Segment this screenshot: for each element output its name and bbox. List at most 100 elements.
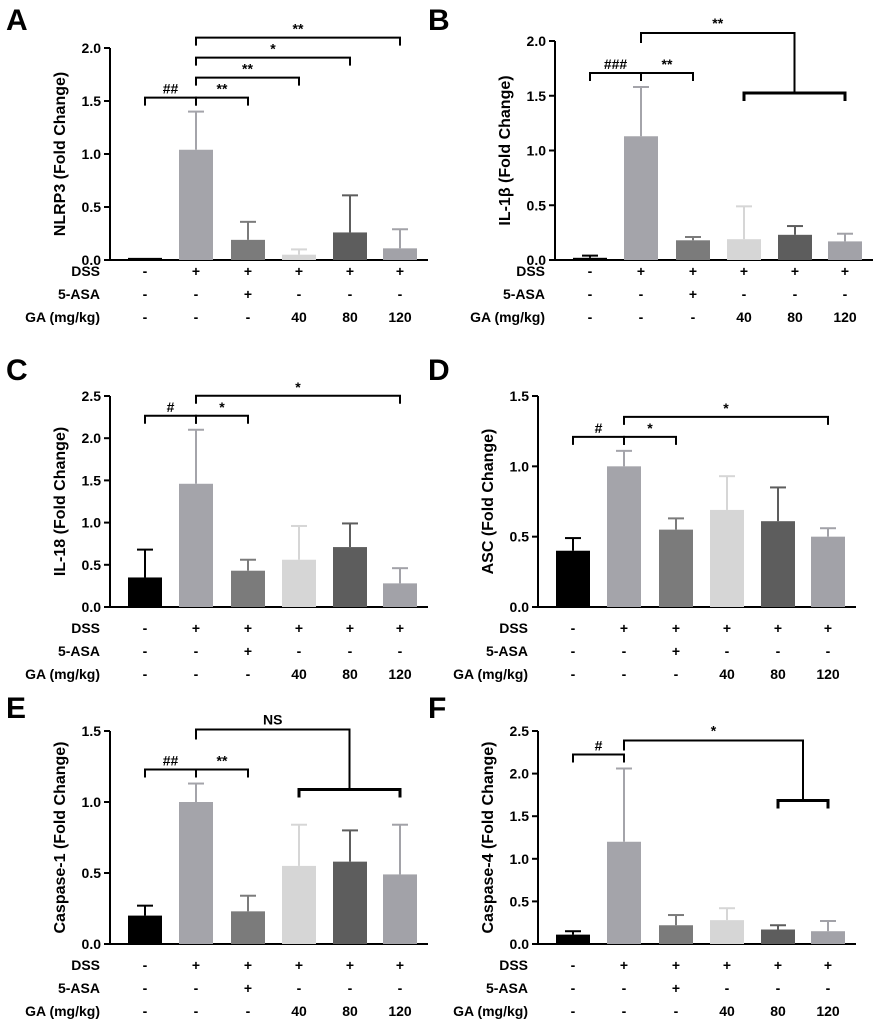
condition-value: - [143,620,148,636]
panel-letter: F [428,692,446,725]
group-bracket [742,91,847,101]
bar [811,931,845,944]
condition-value: 40 [291,1003,307,1019]
bar [128,915,162,944]
significance-label: * [270,41,276,57]
condition-value: + [396,620,404,636]
bar [383,248,417,260]
bar [333,232,367,260]
significance-label: ## [163,753,179,769]
y-tick-label: 0.0 [510,599,530,615]
condition-value: 120 [388,1003,412,1019]
condition-value: - [246,1003,251,1019]
condition-value: + [689,286,697,302]
bar [710,509,744,607]
y-tick-label: 1.0 [527,143,547,159]
condition-value: - [398,643,403,659]
significance-bracket [195,36,401,46]
condition-value: + [620,620,628,636]
condition-value: + [774,620,782,636]
significance-label: ** [217,81,228,97]
condition-value: + [346,263,354,279]
significance-bracket [195,394,401,404]
condition-value: + [244,980,252,996]
bar [383,874,417,944]
significance-label: * [295,379,301,395]
bar [710,920,744,944]
significance-bracket [195,414,249,424]
condition-value: + [295,620,303,636]
condition-value: + [244,620,252,636]
bar [282,559,316,607]
condition-value: + [841,263,849,279]
condition-value: - [143,666,148,682]
condition-value: - [622,980,627,996]
bar [761,929,795,944]
y-tick-label: 2.0 [510,766,530,782]
condition-row-label: 5-ASA [503,286,545,302]
panel-d: D 0.0 0.5 1.0 1.5 ASC (Fold Change) DSS - + + + + +5… [428,354,856,682]
condition-value: - [143,957,148,973]
condition-value: - [571,980,576,996]
condition-value: + [740,263,748,279]
significance-bracket [640,71,694,81]
significance-bracket [144,414,197,424]
condition-value: - [691,309,696,325]
significance-label: # [167,399,175,415]
panel-e: E 0.0 0.5 1.0 1.5 Caspase-1 (Fold Change) DSS -… [6,692,428,1019]
condition-value: - [194,980,199,996]
y-tick-label: 1.5 [527,88,547,104]
condition-row-label: 5-ASA [58,286,100,302]
y-axis-label: IL-18 (Fold Change) [52,427,69,576]
condition-value: - [571,643,576,659]
significance-bracket [144,96,197,106]
condition-row-label: 5-ASA [486,980,528,996]
condition-value: - [674,666,679,682]
significance-label: ** [293,21,304,37]
condition-value: - [143,286,148,302]
significance-bracket [572,753,625,763]
y-tick-label: 1.5 [82,93,102,109]
bar [624,136,658,260]
condition-value: - [725,980,730,996]
condition-row-label: GA (mg/kg) [470,309,545,325]
condition-value: + [244,957,252,973]
bar [607,841,641,944]
condition-value: - [826,980,831,996]
condition-value: + [637,263,645,279]
condition-value: + [295,263,303,279]
condition-value: + [244,263,252,279]
condition-value: - [194,1003,199,1019]
condition-value: - [639,309,644,325]
condition-value: - [588,309,593,325]
significance-bracket [623,435,677,445]
condition-value: + [689,263,697,279]
y-tick-label: 0.0 [527,252,547,268]
condition-value: - [194,309,199,325]
bar [761,521,795,607]
significance-bracket [623,739,804,801]
y-tick-label: 1.5 [510,388,530,404]
significance-bracket [623,415,829,425]
condition-value: - [622,666,627,682]
condition-value: 120 [816,1003,840,1019]
bar [828,241,862,260]
condition-value: 40 [719,666,735,682]
condition-value: 120 [816,666,840,682]
panel-c: C 0.0 0.5 1.0 1.5 2.0 2.5 IL-18 (Fold Change) DS… [6,354,428,682]
condition-value: + [791,263,799,279]
condition-value: - [297,286,302,302]
y-tick-label: 0.5 [510,529,530,545]
condition-value: 40 [291,309,307,325]
bar [282,865,316,944]
bar [659,529,693,607]
y-tick-label: 0.5 [510,893,530,909]
bar [179,802,213,944]
condition-value: + [824,620,832,636]
condition-value: 80 [770,1003,786,1019]
condition-row-label: GA (mg/kg) [25,1003,100,1019]
significance-label: * [647,420,653,436]
panel-letter: C [6,354,28,387]
condition-value: 40 [291,666,307,682]
condition-value: + [723,957,731,973]
